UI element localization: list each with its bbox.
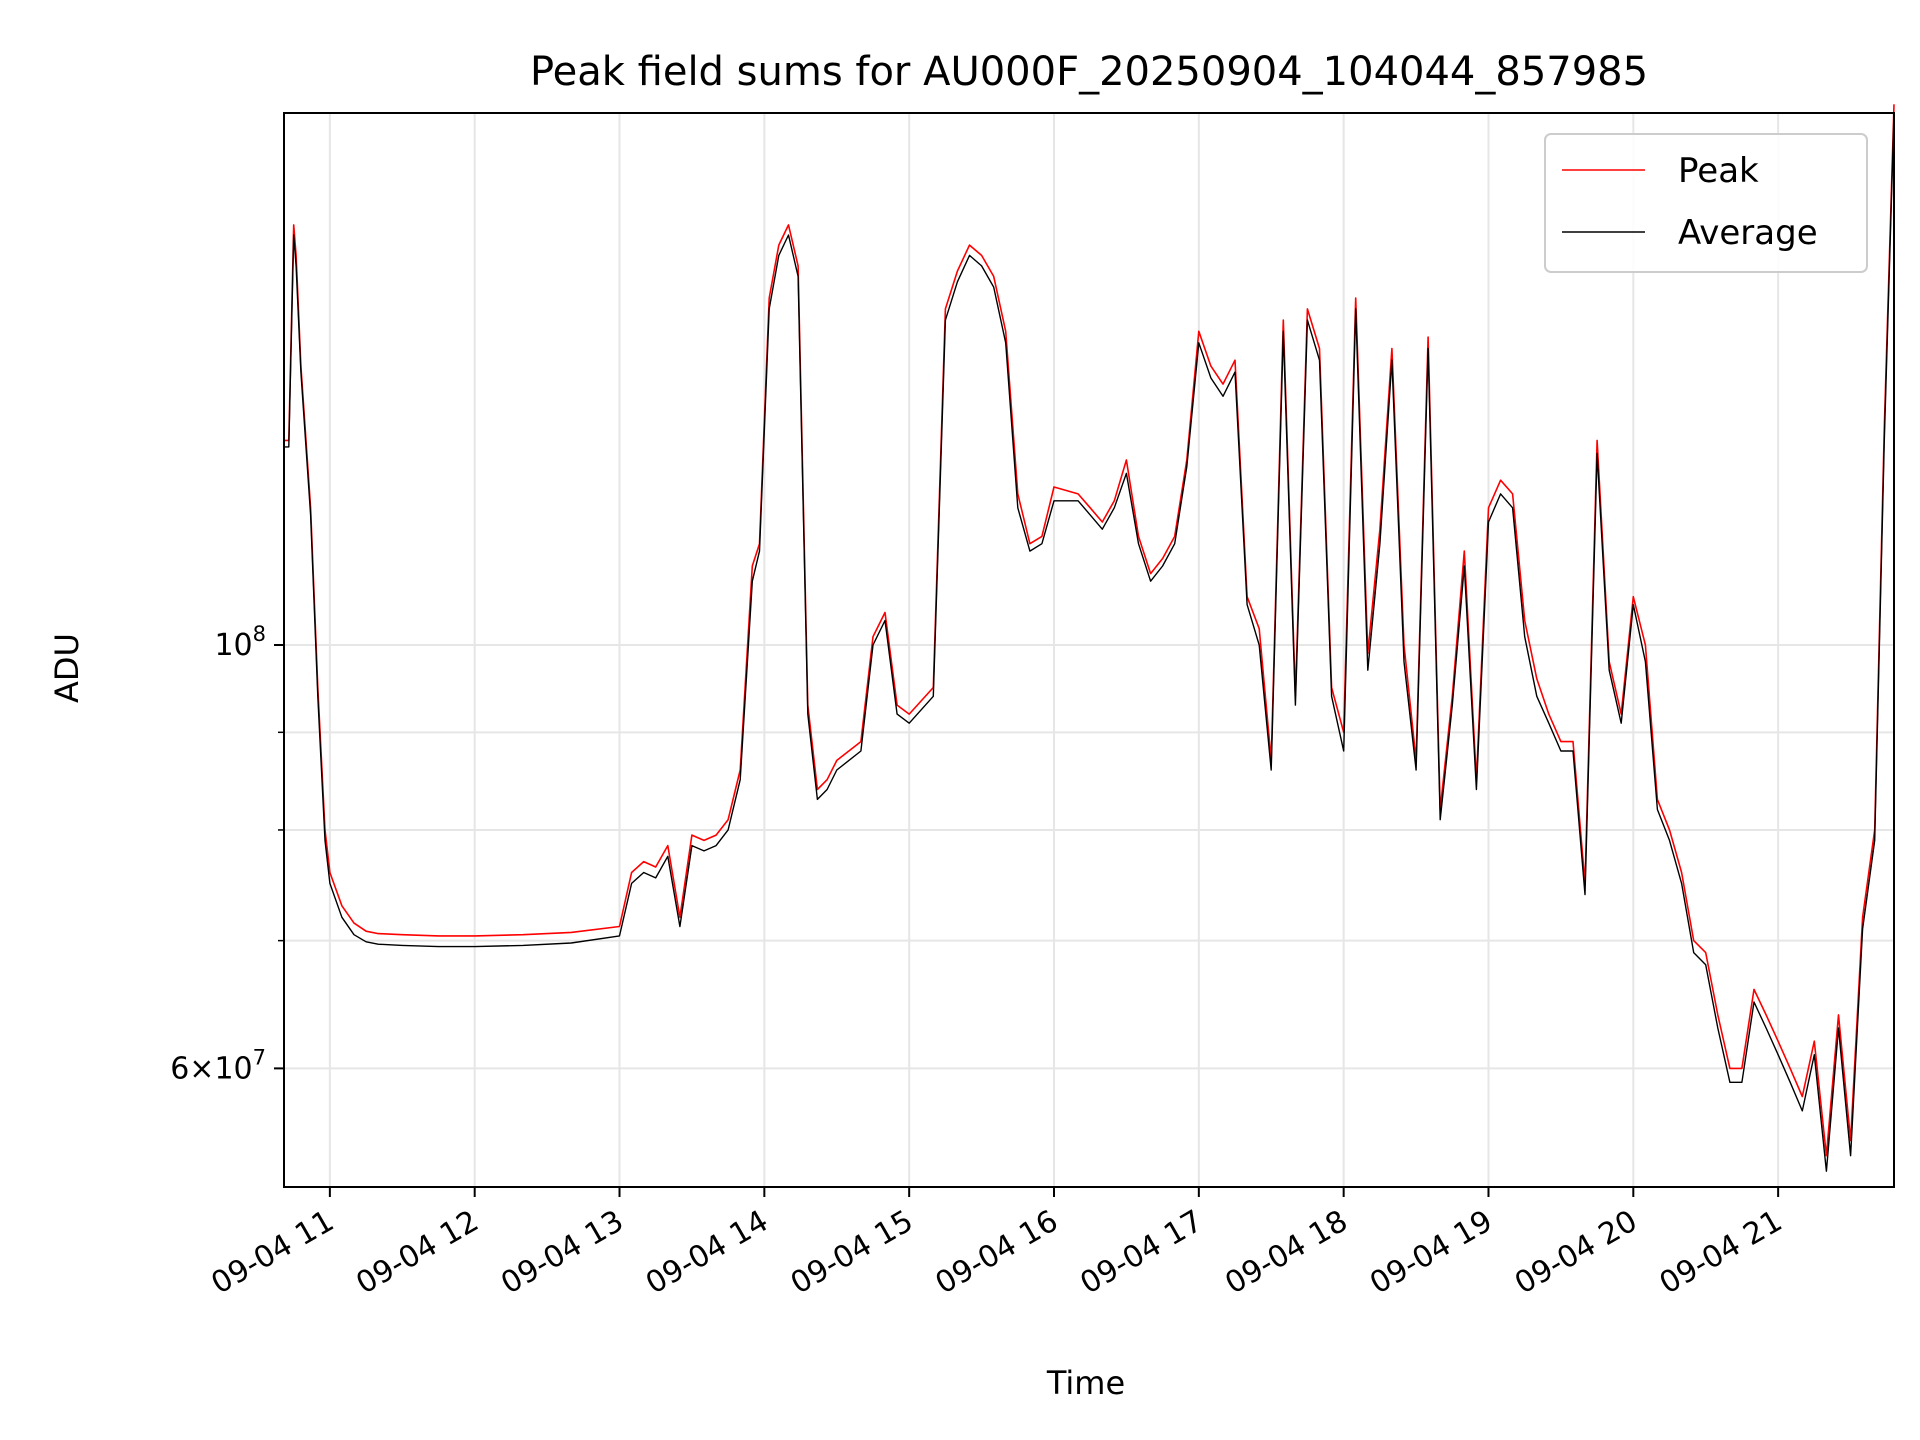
y-tick-label: 6×107 xyxy=(170,1045,266,1086)
chart-title: Peak field sums for AU000F_20250904_1040… xyxy=(530,49,1648,95)
plot-frame xyxy=(283,112,1895,1188)
legend: Peak Average xyxy=(1544,133,1868,273)
legend-label-average: Average xyxy=(1678,213,1818,253)
series-lines xyxy=(284,104,1895,1172)
grid xyxy=(284,113,1894,1187)
y-tick-label: 108 xyxy=(214,622,266,663)
y-axis: 108 6×107 xyxy=(170,622,284,1086)
y-axis-title: ADU xyxy=(48,633,86,703)
series-line-peak xyxy=(284,104,1895,1157)
series-line-average xyxy=(284,112,1895,1172)
legend-box xyxy=(1544,133,1868,273)
x-axis-title: Time xyxy=(1046,1364,1125,1402)
legend-label-peak: Peak xyxy=(1678,151,1759,191)
